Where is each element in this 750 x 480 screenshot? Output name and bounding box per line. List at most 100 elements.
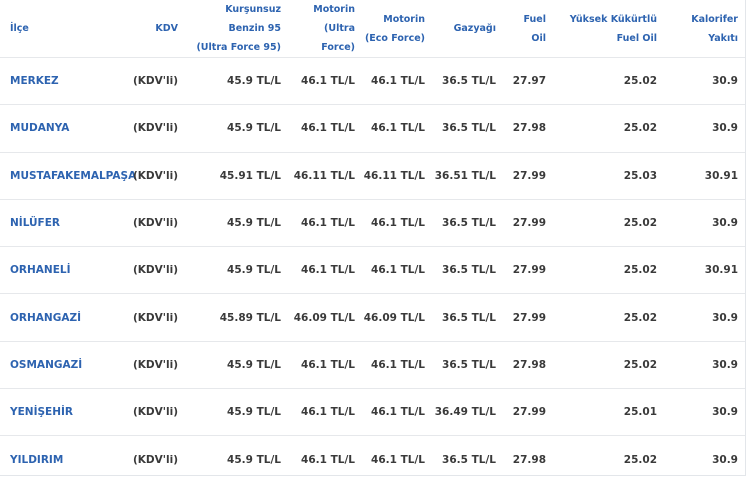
price-cell: 25.02	[553, 104, 664, 153]
price-cell: 25.02	[553, 340, 664, 389]
price-cell: 45.9 TL/L	[185, 435, 288, 480]
price-cell: 46.1 TL/L	[288, 56, 362, 105]
price-cell: 45.9 TL/L	[185, 104, 288, 153]
header-line: Gazyağı	[453, 23, 496, 34]
price-cell: 36.49 TL/L	[432, 388, 503, 436]
table-body: MERKEZ (KDV'li) 45.9 TL/L 46.1 TL/L 46.1 TL/…	[0, 56, 745, 480]
table-row: MUDANYA (KDV'li) 45.9 TL/L 46.1 TL/L 46.1 TL…	[0, 104, 745, 153]
price-cell: 46.11 TL/L	[362, 151, 432, 200]
table-row: OSMANGAZİ (KDV'li) 45.9 TL/L 46.1 TL/L 46.1 …	[0, 340, 745, 389]
price-cell: 27.99	[503, 246, 553, 294]
price-cell: 45.9 TL/L	[185, 246, 288, 294]
price-cell: 46.09 TL/L	[288, 293, 362, 342]
header-row: İlçe KDV Kurşunsuz Benzin 95 (Ultra Force 95…	[0, 0, 745, 58]
price-cell: 36.5 TL/L	[432, 435, 503, 480]
table-head: İlçe KDV Kurşunsuz Benzin 95 (Ultra Force 95…	[0, 0, 745, 58]
price-cell: 27.98	[503, 340, 553, 389]
price-cell: (KDV'li)	[130, 198, 185, 247]
price-cell: 46.1 TL/L	[362, 246, 432, 294]
table-row: MERKEZ (KDV'li) 45.9 TL/L 46.1 TL/L 46.1 TL/…	[0, 56, 745, 105]
price-cell: 27.99	[503, 388, 553, 436]
table-row: YILDIRIM (KDV'li) 45.9 TL/L 46.1 TL/L 46.1 T…	[0, 435, 745, 480]
price-cell: 46.1 TL/L	[362, 435, 432, 480]
price-cell: 25.01	[553, 388, 664, 436]
price-cell: 36.5 TL/L	[432, 340, 503, 389]
header-line: Oil	[531, 32, 546, 44]
district-name: YILDIRIM	[0, 435, 130, 480]
price-cell: 30.9	[664, 435, 745, 480]
price-cell: 45.91 TL/L	[185, 151, 288, 200]
price-cell: 36.5 TL/L	[432, 293, 503, 342]
price-cell: (KDV'li)	[130, 151, 185, 200]
price-cell: 27.99	[503, 151, 553, 200]
header-line: Yüksek Kükürtlü	[569, 13, 657, 25]
price-cell: 45.89 TL/L	[185, 293, 288, 342]
price-cell: 30.9	[664, 104, 745, 153]
column-header: Fuel Oil	[503, 0, 553, 58]
price-cell: 30.9	[664, 340, 745, 389]
price-cell: 36.5 TL/L	[432, 246, 503, 294]
price-cell: 46.1 TL/L	[288, 246, 362, 294]
price-cell: 25.03	[553, 151, 664, 200]
price-cell: 46.11 TL/L	[288, 151, 362, 200]
price-cell: 36.5 TL/L	[432, 104, 503, 153]
price-cell: 46.1 TL/L	[362, 104, 432, 153]
price-cell: 30.9	[664, 388, 745, 436]
price-cell: 27.98	[503, 435, 553, 480]
price-cell: 45.9 TL/L	[185, 388, 288, 436]
price-cell: 25.02	[553, 198, 664, 247]
price-cell: (KDV'li)	[130, 246, 185, 294]
price-cell: 46.1 TL/L	[362, 388, 432, 436]
price-cell: (KDV'li)	[130, 56, 185, 105]
price-cell: 45.9 TL/L	[185, 340, 288, 389]
header-line: Motorin	[313, 4, 355, 15]
price-cell: 46.1 TL/L	[288, 435, 362, 480]
price-cell: 46.1 TL/L	[362, 198, 432, 247]
district-name: ORHANGAZİ	[0, 293, 130, 342]
header-line: Force)	[321, 42, 355, 53]
price-cell: 27.98	[503, 104, 553, 153]
price-cell: 45.9 TL/L	[185, 56, 288, 105]
price-cell: 27.99	[503, 293, 553, 342]
price-cell: 25.02	[553, 246, 664, 294]
column-header: Motorin (Ultra Force)	[288, 0, 362, 58]
column-header: Kalorifer Yakıtı	[664, 0, 745, 58]
district-name: MERKEZ	[0, 56, 130, 105]
price-cell: 46.1 TL/L	[288, 340, 362, 389]
price-cell: 30.9	[664, 56, 745, 105]
column-header: Gazyağı	[432, 0, 503, 58]
price-cell: 45.9 TL/L	[185, 198, 288, 247]
price-cell: 25.02	[553, 293, 664, 342]
district-name: ORHANELİ	[0, 246, 130, 294]
price-cell: 36.51 TL/L	[432, 151, 503, 200]
price-cell: 30.9	[664, 293, 745, 342]
district-name: MUSTAFAKEMALPAŞA	[0, 151, 136, 200]
price-cell: (KDV'li)	[130, 104, 185, 153]
price-cell: 46.1 TL/L	[288, 104, 362, 153]
price-cell: 36.5 TL/L	[432, 56, 503, 105]
price-cell: 46.09 TL/L	[362, 293, 432, 342]
district-name: MUDANYA	[0, 104, 130, 153]
header-line: (Eco Force)	[364, 32, 425, 44]
header-line: Kalorifer	[691, 13, 738, 25]
price-cell: 30.91	[664, 246, 745, 294]
price-cell: 27.99	[503, 198, 553, 247]
table-row: MUSTAFAKEMALPAŞA (KDV'li) 45.91 TL/L 46.11 …	[0, 151, 745, 200]
header-line: Fuel	[523, 13, 546, 25]
price-cell: 30.91	[664, 151, 745, 200]
header-line: Yakıtı	[708, 32, 738, 44]
header-line: Benzin 95	[228, 23, 281, 34]
column-header: Motorin (Eco Force)	[362, 0, 432, 58]
price-cell: 30.9	[664, 198, 745, 247]
header-line: (Ultra	[324, 23, 355, 34]
table-row: YENİŞEHİR (KDV'li) 45.9 TL/L 46.1 TL/L 46.1 …	[0, 388, 745, 436]
column-header: İlçe	[0, 0, 130, 58]
header-line: İlçe	[10, 23, 29, 34]
price-cell: 25.02	[553, 56, 664, 105]
header-line: Fuel Oil	[616, 32, 657, 44]
price-cell: (KDV'li)	[130, 435, 185, 480]
column-header: KDV	[130, 0, 185, 58]
header-line: (Ultra Force 95)	[196, 42, 281, 53]
